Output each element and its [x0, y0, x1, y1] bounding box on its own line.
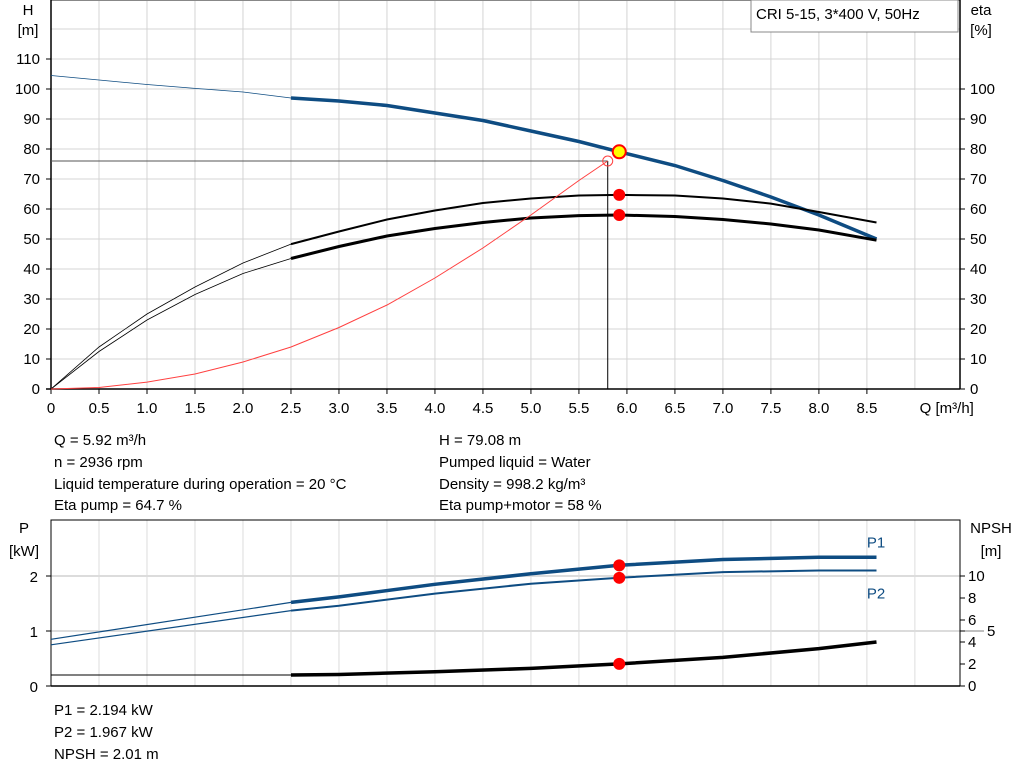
npsh-tick-label: 10 [968, 568, 985, 585]
y-tick-label-left: 50 [23, 231, 40, 248]
pump-label: CRI 5-15, 3*400 V, 50Hz [756, 6, 920, 23]
y-tick-label-left: 90 [23, 111, 40, 128]
x-tick-label: 5.5 [569, 400, 590, 417]
p-tick-label: 1 [30, 624, 38, 641]
curve-H [290, 96, 878, 241]
y-tick-label-right: 100 [970, 81, 995, 98]
y-tick-label-left: 110 [16, 51, 40, 68]
y-tick-label-left: 20 [23, 321, 40, 338]
x-axis-label: Q [m³/h] [920, 400, 974, 417]
x-tick-label: 2.5 [281, 400, 302, 417]
x-tick-label: 1.5 [185, 400, 206, 417]
p1-duty-marker [613, 559, 626, 572]
readout-temp: Liquid temperature during operation = 20… [54, 476, 347, 493]
y-tick-label-left: 0 [32, 381, 40, 398]
curve-eta_pump_motor [290, 213, 877, 260]
y-tick-label-right: 50 [970, 231, 987, 248]
curve-system [50, 160, 608, 390]
x-tick-label: 0.5 [89, 400, 110, 417]
x-tick-label: 7.5 [760, 400, 781, 417]
npsh-tick-label: 4 [968, 634, 976, 651]
readout-eta-pump-motor: Eta pump+motor = 58 % [439, 497, 602, 514]
npsh-tick-label: 5 [987, 623, 995, 640]
y-tick-label-right: 70 [970, 171, 987, 188]
y-tick-label-right: 10 [970, 351, 987, 368]
x-tick-label: 6.0 [616, 400, 637, 417]
y-tick-label-right: 40 [970, 261, 987, 278]
curve-eta_pump-extrapolated [50, 243, 292, 390]
x-tick-label: 8.5 [856, 400, 877, 417]
y-axis-title-left: H [23, 2, 34, 19]
readout-q: Q = 5.92 m³/h [54, 432, 147, 449]
curve-P1-extrapolated [50, 601, 292, 640]
y-tick-label-left: 30 [23, 291, 40, 308]
y-tick-label-right: 0 [970, 381, 978, 398]
series-label-P2: P2 [867, 586, 885, 603]
x-tick-label: 3.5 [377, 400, 398, 417]
y-tick-label-right: 80 [970, 141, 987, 158]
y-axis-unit-right: [%] [970, 22, 992, 39]
readout-liquid: Pumped liquid = Water [439, 454, 591, 471]
y-tick-label-left: 80 [23, 141, 40, 158]
x-tick-label: 3.0 [329, 400, 350, 417]
y-tick-label-right: 30 [970, 291, 987, 308]
requested-point-marker [602, 155, 614, 167]
npsh-axis-title: NPSH [970, 520, 1012, 537]
readout-p2: P2 = 1.967 kW [54, 724, 153, 741]
y-tick-label-left: 70 [23, 171, 40, 188]
series-label-P1: P1 [867, 534, 885, 551]
readout-npsh: NPSH = 2.01 m [54, 746, 159, 763]
readout-h: H = 79.08 m [439, 432, 522, 449]
pump-label-box [750, 0, 959, 33]
curve-eta_pump [290, 193, 877, 246]
npsh-tick-label: 2 [968, 656, 976, 673]
curve-P2 [290, 569, 877, 612]
duty-point-marker [611, 144, 627, 160]
eta-pump-motor-duty-marker [613, 209, 626, 221]
curve-P2-extrapolated [50, 610, 292, 646]
eta-pump-duty-marker [613, 188, 626, 201]
plot-frame-bottom [50, 519, 961, 687]
y-axis-unit-left: [m] [18, 22, 39, 39]
y-tick-label-right: 20 [970, 321, 987, 338]
x-tick-label: 4.0 [425, 400, 446, 417]
x-tick-label: 7.0 [712, 400, 733, 417]
curve-eta_pump_motor-extrapolated [50, 258, 292, 390]
y-tick-label-left: 40 [23, 261, 40, 278]
npsh-duty-marker [613, 657, 626, 670]
y-tick-label-left: 10 [23, 351, 40, 368]
x-tick-label: 8.0 [808, 400, 829, 417]
p-tick-label: 2 [30, 569, 38, 586]
readout-density: Density = 998.2 kg/m³ [439, 476, 586, 493]
x-tick-label: 1.0 [137, 400, 158, 417]
y-tick-label-left: 60 [23, 201, 40, 218]
y-axis-title-right: eta [971, 2, 993, 19]
readout-p1: P1 = 2.194 kW [54, 702, 153, 719]
p-tick-label: 0 [30, 679, 38, 696]
npsh-tick-label: 6 [968, 612, 976, 629]
readout-eta-pump: Eta pump = 64.7 % [54, 497, 182, 514]
x-tick-label: 6.5 [664, 400, 685, 417]
x-tick-label: 0 [47, 400, 55, 417]
x-tick-label: 5.0 [521, 400, 542, 417]
npsh-tick-label: 8 [968, 590, 976, 607]
x-tick-label: 4.5 [473, 400, 494, 417]
p2-duty-marker [613, 571, 626, 584]
p-axis-title: P [19, 520, 29, 537]
curve-NPSH [290, 640, 877, 677]
npsh-tick-label: 0 [968, 678, 976, 695]
y-tick-label-right: 60 [970, 201, 987, 218]
readout-n: n = 2936 rpm [54, 454, 143, 471]
y-tick-label-left: 100 [15, 81, 40, 98]
p-axis-unit: [kW] [9, 543, 39, 560]
curve-H-extrapolated [50, 75, 292, 99]
y-tick-label-right: 90 [970, 111, 987, 128]
npsh-axis-unit: [m] [981, 543, 1002, 560]
curve-P1 [290, 555, 877, 605]
x-tick-label: 2.0 [233, 400, 254, 417]
